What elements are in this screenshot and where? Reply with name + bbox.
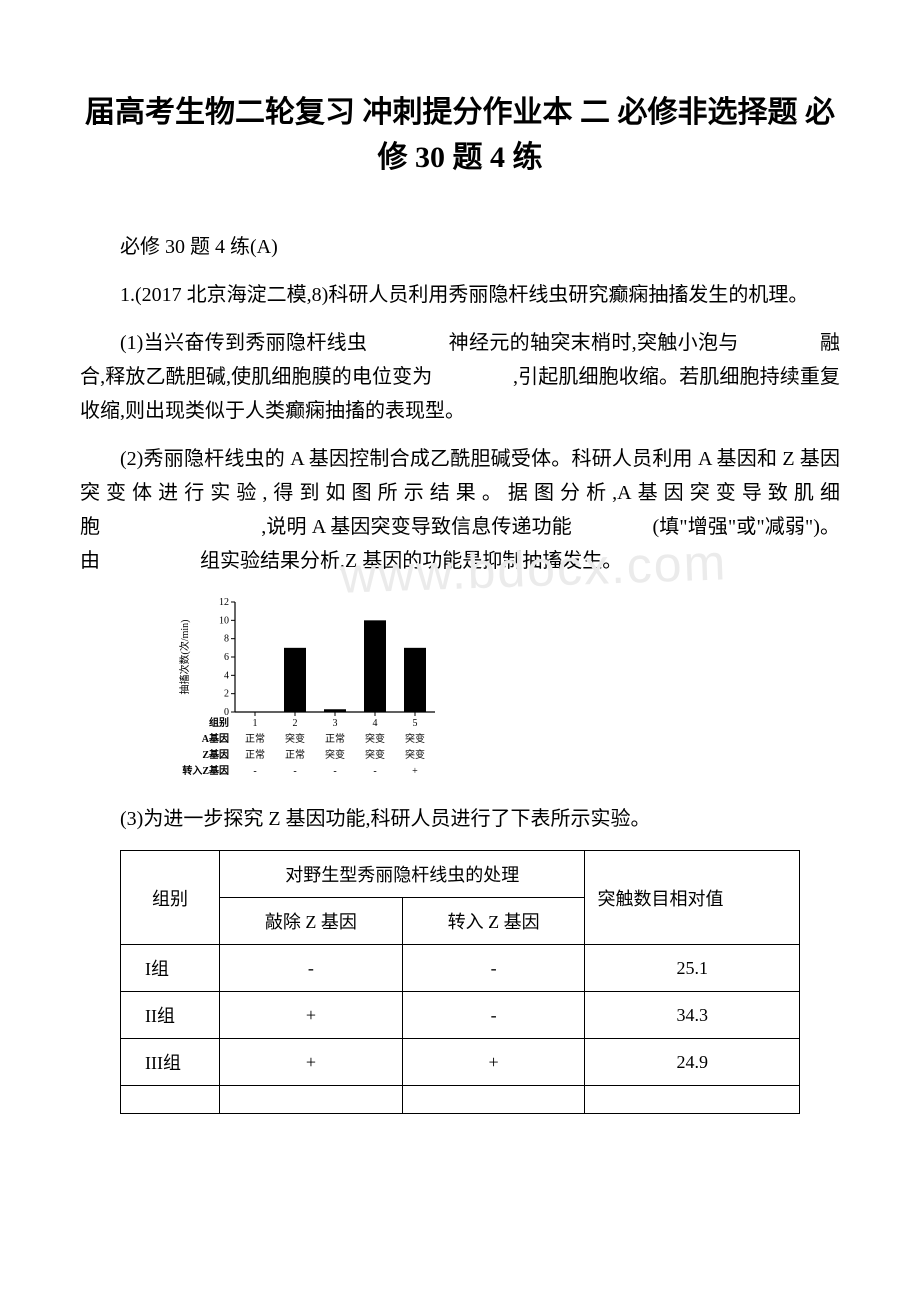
svg-text:A基因: A基因 <box>202 732 229 745</box>
svg-text:突变: 突变 <box>365 732 385 745</box>
svg-text:Z基因: Z基因 <box>202 748 229 761</box>
svg-text:-: - <box>253 766 256 777</box>
table-cell: I组 <box>121 945 220 992</box>
table-cell <box>585 1086 800 1114</box>
svg-text:8: 8 <box>224 634 229 645</box>
svg-text:正常: 正常 <box>285 748 305 761</box>
table-cell: - <box>402 945 585 992</box>
svg-text:转入Z基因: 转入Z基因 <box>182 764 229 777</box>
paragraph-q1: 1.(2017 北京海淀二模,8)科研人员利用秀丽隐杆线虫研究癫痫抽搐发生的机理… <box>80 278 840 312</box>
svg-text:抽搐次数(次/min): 抽搐次数(次/min) <box>178 620 191 695</box>
paragraph-subtitle: 必修 30 题 4 练(A) <box>80 230 840 264</box>
table-subheader-1: 敲除 Z 基因 <box>220 898 403 945</box>
svg-text:4: 4 <box>373 718 378 729</box>
svg-text:正常: 正常 <box>245 748 265 761</box>
table-cell: 24.9 <box>585 1039 800 1086</box>
paragraph-q1-3: (3)为进一步探究 Z 基因功能,科研人员进行了下表所示实验。 <box>80 802 840 836</box>
svg-text:10: 10 <box>219 615 229 626</box>
svg-text:-: - <box>373 766 376 777</box>
table-header-group: 组别 <box>121 851 220 945</box>
svg-text:0: 0 <box>224 707 229 718</box>
table-cell <box>220 1086 403 1114</box>
chart-svg: 024681012抽搐次数(次/min)组别12345A基因正常突变正常突变突变… <box>170 592 450 792</box>
table-cell: II组 <box>121 992 220 1039</box>
svg-text:组别: 组别 <box>209 716 229 729</box>
table-row <box>121 1086 800 1114</box>
bar-chart: 024681012抽搐次数(次/min)组别12345A基因正常突变正常突变突变… <box>170 592 840 792</box>
svg-text:2: 2 <box>224 689 229 700</box>
table-row: III组 + + 24.9 <box>121 1039 800 1086</box>
svg-text:2: 2 <box>293 718 298 729</box>
document-title: 届高考生物二轮复习 冲刺提分作业本 二 必修非选择题 必修 30 题 4 练 <box>80 90 840 180</box>
svg-text:突变: 突变 <box>285 732 305 745</box>
table-cell: III组 <box>121 1039 220 1086</box>
table-cell <box>402 1086 585 1114</box>
svg-text:5: 5 <box>413 718 418 729</box>
table-cell: 34.3 <box>585 992 800 1039</box>
svg-text:6: 6 <box>224 652 229 663</box>
table-row: II组 + - 34.3 <box>121 992 800 1039</box>
svg-text:-: - <box>293 766 296 777</box>
svg-text:突变: 突变 <box>365 748 385 761</box>
table-cell: - <box>402 992 585 1039</box>
table-cell: + <box>220 992 403 1039</box>
svg-text:正常: 正常 <box>245 732 265 745</box>
svg-text:-: - <box>333 766 336 777</box>
table-cell: + <box>220 1039 403 1086</box>
table-subheader-2: 转入 Z 基因 <box>402 898 585 945</box>
table-header-span: 对野生型秀丽隐杆线虫的处理 <box>220 851 585 898</box>
svg-text:突变: 突变 <box>405 748 425 761</box>
svg-text:1: 1 <box>253 718 258 729</box>
table-cell: 25.1 <box>585 945 800 992</box>
data-table: 组别 对野生型秀丽隐杆线虫的处理 突触数目相对值 敲除 Z 基因 转入 Z 基因… <box>120 850 800 1114</box>
table-cell: - <box>220 945 403 992</box>
svg-text:3: 3 <box>333 718 338 729</box>
svg-text:4: 4 <box>224 670 229 681</box>
table-header-value: 突触数目相对值 <box>585 851 800 945</box>
paragraph-q1-1: (1)当兴奋传到秀丽隐杆线虫 神经元的轴突末梢时,突触小泡与 融合,释放乙酰胆碱… <box>80 326 840 428</box>
paragraph-q1-2: (2)秀丽隐杆线虫的 A 基因控制合成乙酰胆碱受体。科研人员利用 A 基因和 Z… <box>80 442 840 578</box>
svg-text:+: + <box>412 766 418 777</box>
table-row: I组 - - 25.1 <box>121 945 800 992</box>
svg-text:突变: 突变 <box>325 748 345 761</box>
svg-text:正常: 正常 <box>325 732 345 745</box>
svg-text:突变: 突变 <box>405 732 425 745</box>
table-cell <box>121 1086 220 1114</box>
svg-text:12: 12 <box>219 597 229 608</box>
table-cell: + <box>402 1039 585 1086</box>
